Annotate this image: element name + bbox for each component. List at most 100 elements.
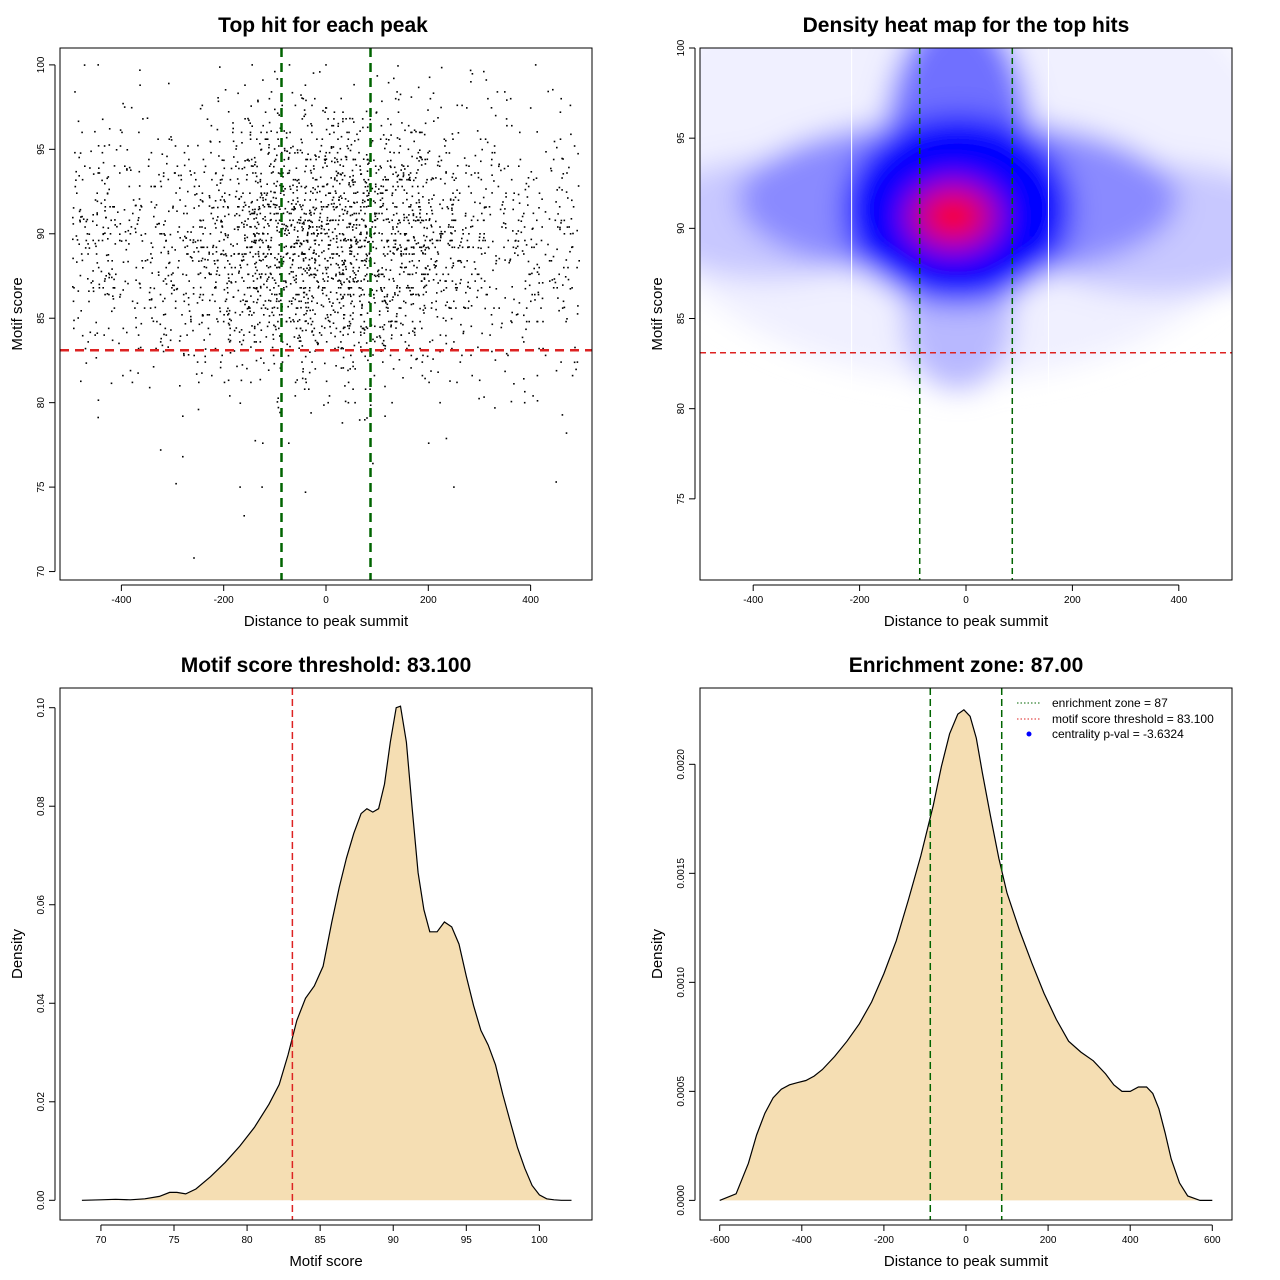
y-tick-label: 0.08 xyxy=(36,796,47,816)
data-point xyxy=(304,302,307,304)
data-point xyxy=(363,206,365,208)
data-point xyxy=(491,151,494,154)
data-point xyxy=(159,449,162,451)
y-tick-label: 100 xyxy=(36,56,47,73)
data-point xyxy=(351,117,354,120)
data-point xyxy=(502,222,505,224)
data-point xyxy=(427,246,429,249)
data-point xyxy=(304,257,307,259)
data-point xyxy=(179,237,181,239)
data-point xyxy=(227,111,230,113)
data-point xyxy=(95,253,98,255)
data-point xyxy=(331,124,333,127)
data-point xyxy=(271,346,274,349)
data-point xyxy=(322,287,324,289)
data-point xyxy=(441,207,444,210)
data-point xyxy=(316,341,318,344)
data-point xyxy=(253,212,256,215)
data-point xyxy=(333,202,335,205)
data-point xyxy=(224,253,227,255)
data-point xyxy=(447,242,449,245)
data-point xyxy=(376,193,379,195)
data-point xyxy=(183,354,185,357)
data-point xyxy=(390,325,392,328)
data-point xyxy=(291,263,294,266)
data-point xyxy=(322,292,324,295)
data-point xyxy=(336,206,338,208)
data-point xyxy=(432,92,435,94)
data-point xyxy=(302,368,304,370)
data-point xyxy=(188,158,190,161)
data-point xyxy=(303,314,305,316)
data-point xyxy=(438,155,441,158)
data-point xyxy=(330,219,332,222)
data-point xyxy=(400,169,402,171)
x-tick-label: -200 xyxy=(214,595,234,606)
data-point xyxy=(251,246,253,248)
data-point xyxy=(435,300,437,303)
data-point xyxy=(286,234,288,236)
data-point xyxy=(491,174,493,176)
data-point xyxy=(519,158,522,161)
data-point xyxy=(258,255,260,258)
data-point xyxy=(281,223,283,225)
data-point xyxy=(498,163,500,166)
data-point xyxy=(339,195,342,197)
data-point xyxy=(302,253,305,255)
data-point xyxy=(128,243,130,245)
data-point xyxy=(450,307,452,309)
data-point xyxy=(365,110,368,113)
data-point xyxy=(247,117,249,120)
data-point xyxy=(283,223,285,226)
data-point xyxy=(250,346,252,348)
data-point xyxy=(379,138,382,140)
data-point xyxy=(236,365,238,368)
data-point xyxy=(200,246,202,249)
data-point xyxy=(443,138,446,140)
data-point xyxy=(432,358,434,360)
data-point xyxy=(288,442,290,444)
data-point xyxy=(243,293,246,296)
data-point xyxy=(383,275,385,278)
data-point xyxy=(125,239,127,242)
data-point xyxy=(559,138,562,140)
data-point xyxy=(135,279,137,281)
data-point xyxy=(244,204,247,206)
data-point xyxy=(317,185,319,188)
data-point xyxy=(277,320,279,323)
data-point xyxy=(156,223,158,226)
data-point xyxy=(394,246,396,249)
data-point xyxy=(366,417,368,419)
data-point xyxy=(415,358,417,361)
data-point xyxy=(382,339,385,342)
data-point xyxy=(436,251,439,253)
data-point xyxy=(477,346,479,349)
data-point xyxy=(403,213,405,216)
data-point xyxy=(559,228,561,231)
data-point xyxy=(381,300,384,303)
data-point xyxy=(265,138,268,140)
data-point xyxy=(460,261,463,264)
data-point xyxy=(359,169,362,171)
data-point xyxy=(87,243,89,245)
data-point xyxy=(193,172,196,174)
data-point xyxy=(423,234,425,237)
data-point xyxy=(549,280,551,282)
data-point xyxy=(189,256,192,258)
data-point xyxy=(505,196,507,198)
data-point xyxy=(352,270,354,272)
data-point xyxy=(229,339,232,342)
data-point xyxy=(253,311,255,314)
data-point xyxy=(351,179,353,182)
data-point xyxy=(375,185,377,188)
data-point xyxy=(88,247,91,249)
data-point xyxy=(368,301,370,303)
data-point xyxy=(374,190,376,193)
data-point xyxy=(567,197,569,199)
data-point xyxy=(233,156,235,158)
data-point xyxy=(190,315,192,318)
data-point xyxy=(190,320,192,323)
data-point xyxy=(431,212,434,215)
data-point xyxy=(74,91,76,93)
